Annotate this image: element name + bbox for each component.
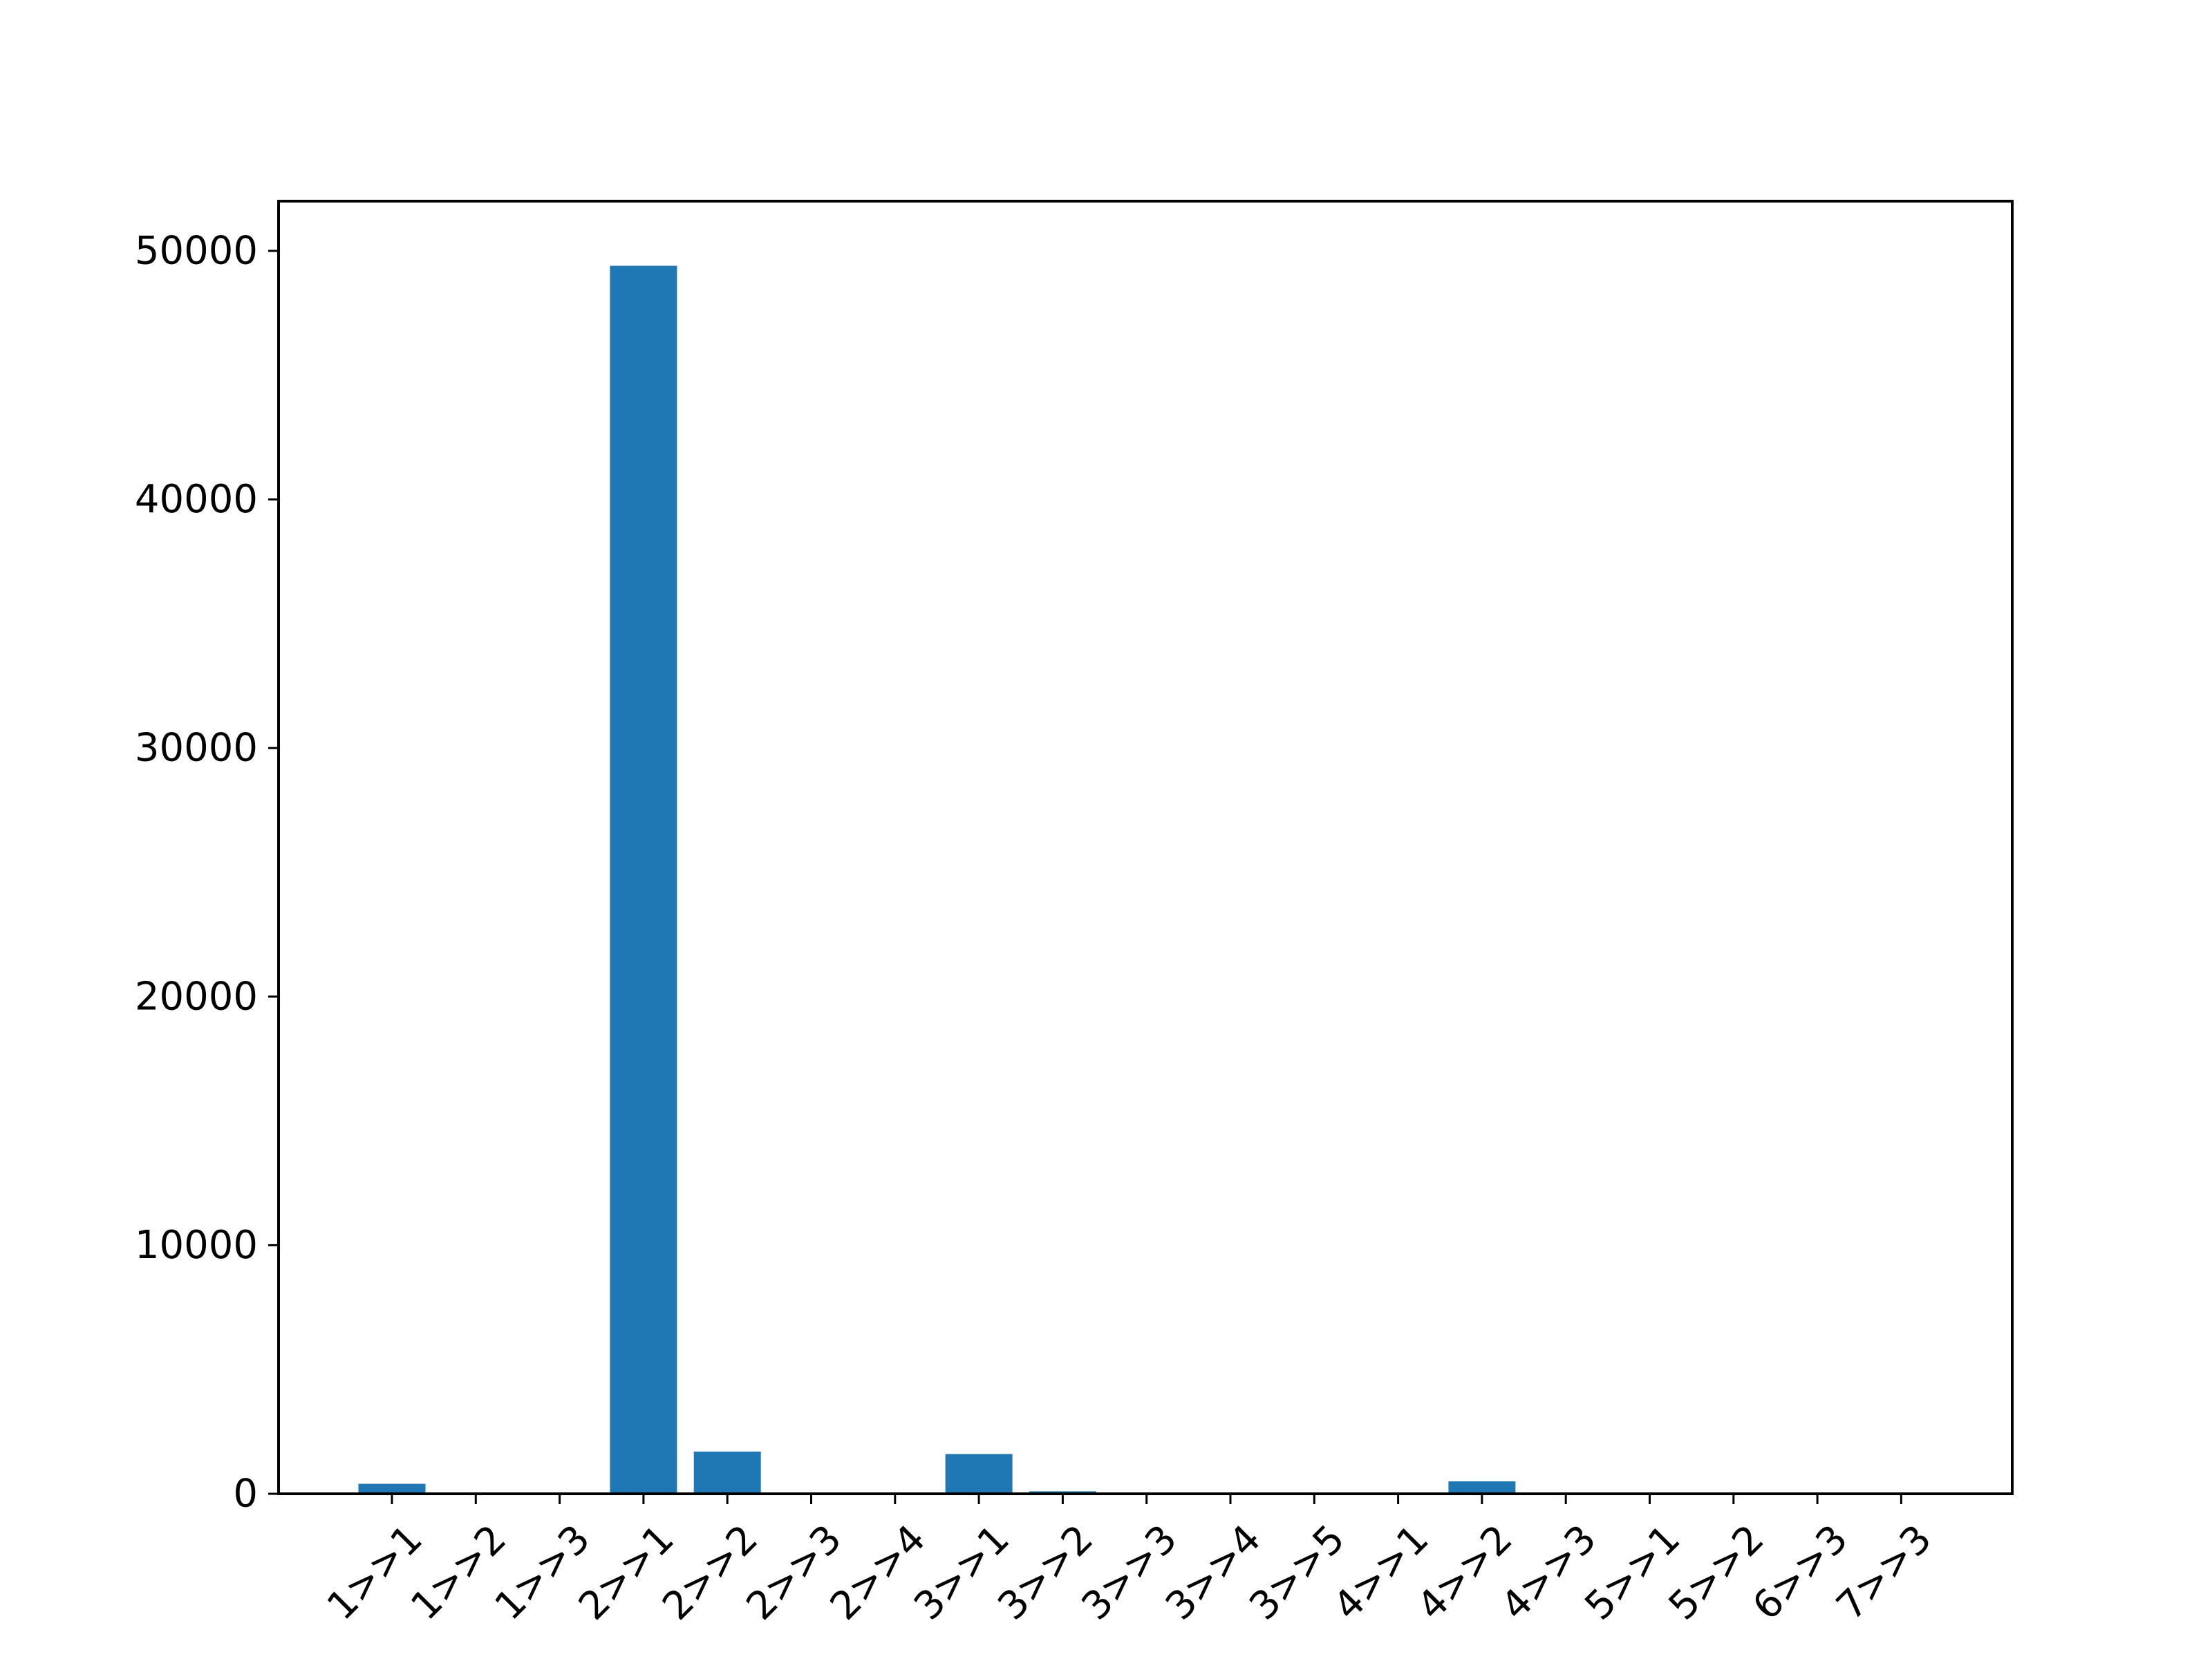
y-tick-label: 10000 (135, 1223, 258, 1268)
y-tick-label: 0 (233, 1472, 258, 1517)
y-tick-label: 20000 (135, 974, 258, 1019)
y-tick-label: 30000 (135, 726, 258, 771)
bar-3>>1 (945, 1454, 1013, 1494)
y-tick-label: 40000 (135, 477, 258, 522)
y-axis: 0 10000 20000 30000 40000 50000 (135, 228, 279, 1517)
bar-2>>2 (693, 1451, 761, 1494)
plot-frame (277, 200, 2014, 1495)
bar-4>>2 (1448, 1481, 1516, 1494)
bar-2>>1 (610, 265, 677, 1494)
y-tick-label: 50000 (135, 228, 258, 273)
bar-1>>1 (358, 1483, 426, 1494)
